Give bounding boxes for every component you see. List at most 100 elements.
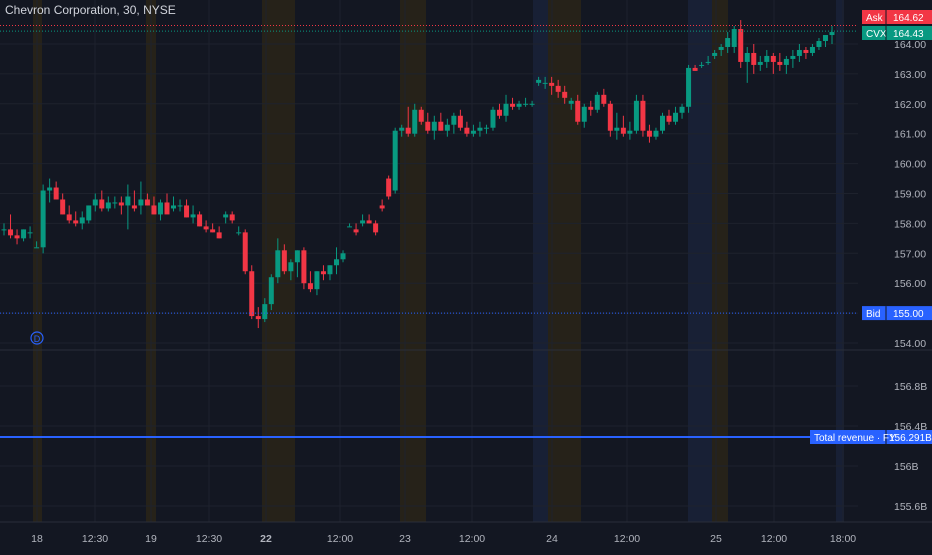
candle-body bbox=[60, 199, 66, 215]
candle-body bbox=[262, 304, 268, 320]
candle-body bbox=[8, 229, 14, 236]
ask-tag-label: Ask bbox=[866, 13, 884, 24]
candle-body bbox=[581, 106, 587, 122]
time-axis-label: 12:00 bbox=[459, 533, 485, 545]
time-axis-label: 12:30 bbox=[196, 533, 222, 545]
candle-body bbox=[255, 316, 261, 320]
session-band bbox=[688, 0, 712, 522]
price-axis-label: 164.00 bbox=[894, 39, 926, 51]
candle-body bbox=[692, 67, 698, 71]
candle-body bbox=[464, 127, 470, 134]
candle-body bbox=[360, 220, 366, 224]
price-axis-label: 157.00 bbox=[894, 248, 926, 260]
candle-body bbox=[294, 250, 300, 263]
candle-body bbox=[659, 115, 665, 131]
price-axis-label: 163.00 bbox=[894, 69, 926, 81]
candle-body bbox=[190, 214, 196, 218]
last-price-tag-label: CVX bbox=[866, 29, 887, 40]
candle-body bbox=[451, 115, 457, 125]
candle-body bbox=[34, 247, 40, 249]
candle-body bbox=[249, 271, 255, 317]
candle-body bbox=[627, 130, 633, 134]
revenue-tag-bg bbox=[810, 430, 932, 444]
candle-body bbox=[399, 127, 405, 131]
candle-body bbox=[673, 112, 679, 122]
candle-body bbox=[496, 109, 502, 116]
candle-body bbox=[816, 41, 822, 47]
candle-body bbox=[646, 130, 652, 137]
price-axis-label: 160.00 bbox=[894, 159, 926, 171]
candle-body bbox=[216, 232, 222, 239]
candle-body bbox=[712, 52, 718, 56]
candle-body bbox=[731, 29, 737, 47]
ask-tag-label-bg bbox=[862, 10, 886, 24]
bid-tag-label: Bid bbox=[866, 309, 880, 320]
candle-body bbox=[568, 100, 574, 104]
time-axis-label: 19 bbox=[145, 533, 157, 545]
candle-body bbox=[92, 199, 98, 206]
candle-body bbox=[523, 103, 529, 105]
candle-body bbox=[157, 202, 163, 215]
candle-body bbox=[1, 229, 7, 231]
candle-body bbox=[99, 199, 105, 209]
price-axis-label: 161.00 bbox=[894, 129, 926, 141]
candle-body bbox=[340, 253, 346, 260]
price-axis-label: 156.00 bbox=[894, 278, 926, 290]
candle-body bbox=[40, 190, 46, 248]
candle-body bbox=[510, 103, 516, 107]
candle-body bbox=[744, 52, 750, 62]
candle-body bbox=[405, 127, 411, 134]
session-band bbox=[712, 0, 728, 522]
candle-body bbox=[386, 178, 392, 197]
candle-body bbox=[53, 187, 59, 200]
candle-body bbox=[738, 29, 744, 62]
candle-body bbox=[314, 271, 320, 290]
candle-body bbox=[268, 277, 274, 305]
time-axis-label: 12:30 bbox=[82, 533, 108, 545]
session-band bbox=[533, 0, 548, 522]
time-axis-label: 23 bbox=[399, 533, 411, 545]
candle-body bbox=[242, 232, 248, 272]
candle-body bbox=[718, 46, 724, 50]
candle-body bbox=[307, 283, 313, 290]
candle-body bbox=[184, 205, 190, 218]
candle-body bbox=[112, 202, 118, 204]
revenue-axis-label: 155.6B bbox=[894, 501, 927, 513]
ask-tag: Ask 164.62 bbox=[862, 10, 932, 24]
time-axis-label: 12:00 bbox=[327, 533, 353, 545]
candle-body bbox=[275, 250, 281, 278]
candle-body bbox=[653, 130, 659, 137]
last-price-tag: CVX 164.43 bbox=[862, 26, 932, 40]
candle-body bbox=[164, 202, 170, 215]
candle-body bbox=[562, 91, 568, 98]
candle-body bbox=[125, 196, 131, 206]
candle-body bbox=[770, 55, 776, 62]
price-axis-label: 159.00 bbox=[894, 189, 926, 201]
revenue-tag-value: 156.291B bbox=[889, 433, 932, 444]
candle-body bbox=[86, 205, 92, 221]
candle-body bbox=[431, 121, 437, 131]
candle-body bbox=[549, 82, 555, 86]
bid-tag: Bid 155.00 bbox=[862, 306, 932, 321]
candle-body bbox=[288, 262, 294, 272]
candle-body bbox=[347, 226, 353, 228]
candle-body bbox=[334, 259, 340, 266]
revenue-axis-label: 156B bbox=[894, 461, 919, 473]
candle-body bbox=[229, 214, 235, 221]
candle-body bbox=[666, 115, 672, 122]
candle-body bbox=[151, 205, 157, 215]
candle-body bbox=[679, 106, 685, 113]
candle-body bbox=[699, 64, 705, 66]
candle-body bbox=[379, 205, 385, 209]
candle-body bbox=[105, 202, 111, 209]
candle-body bbox=[764, 55, 770, 62]
candle-body bbox=[425, 121, 431, 131]
candle-body bbox=[320, 271, 326, 275]
revenue-axis-label: 156.8B bbox=[894, 381, 927, 393]
candle-body bbox=[197, 214, 203, 227]
candle-body bbox=[829, 32, 835, 36]
candle-body bbox=[444, 124, 450, 131]
candle-body bbox=[588, 106, 594, 110]
